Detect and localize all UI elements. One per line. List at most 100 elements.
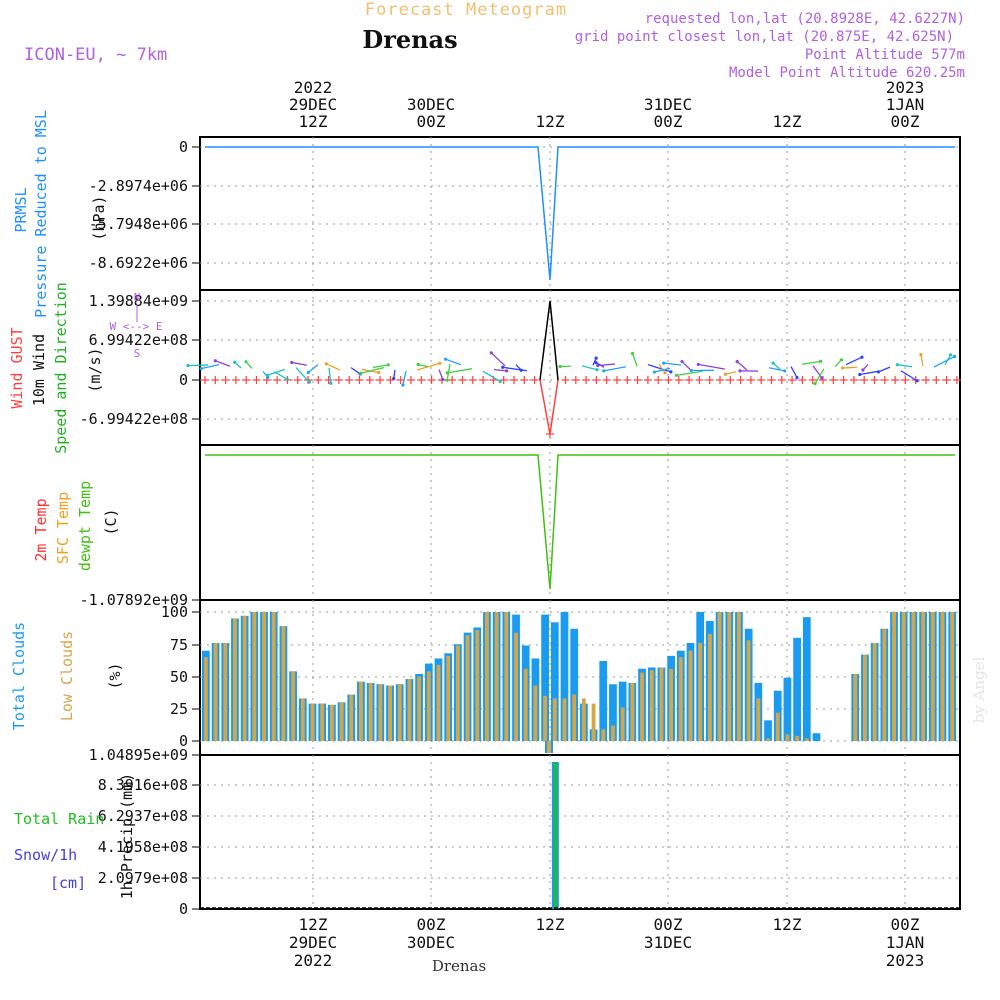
prmsl-line: [205, 146, 955, 281]
snow-unit-label: [cm]: [50, 874, 86, 892]
total-cloud-bar: [802, 617, 811, 741]
wind-arrow-head: [819, 359, 823, 363]
gust-marker: [695, 376, 704, 384]
low-cloud-bar: [320, 703, 325, 741]
wind-arrow: [897, 364, 913, 368]
temp-side-labels: 2m Temp SFC Temp dewpt Temp (C): [32, 481, 120, 571]
gust-marker: [458, 376, 467, 384]
temp-unit: (C): [102, 508, 120, 535]
low-cloud-bar: [649, 670, 654, 741]
dewpt-line: [205, 454, 955, 590]
low-cloud-bar: [572, 694, 577, 741]
wind-unit: (m/s): [86, 347, 104, 392]
footer-location: Drenas: [432, 957, 486, 975]
low-cloud-bar: [911, 612, 916, 741]
gust-marker: [726, 376, 735, 384]
wind-arrow-head: [795, 376, 799, 380]
wind-arrow-head: [501, 365, 505, 369]
wind-arrow: [325, 363, 341, 371]
gust-marker: [407, 376, 415, 384]
point-altitude: Point Altitude 577m: [805, 47, 965, 63]
wind-arrow-head: [186, 364, 190, 368]
wind-arrow-head: [735, 360, 739, 364]
low-cloud-bar: [620, 707, 625, 741]
sfc-temp-label: SFC Temp: [54, 492, 72, 564]
wind-arrow-head: [771, 361, 775, 365]
low-cloud-bar: [901, 612, 906, 741]
chart-title: Forecast Meteogram: [365, 0, 567, 20]
snow-label: Snow/1h: [14, 846, 77, 864]
wind-arrow: [658, 363, 666, 374]
top-time-label: 00Z: [654, 112, 683, 131]
cloud-side-labels: Total Clouds Low Clouds (%): [10, 622, 124, 730]
wind-arrow-head: [594, 360, 598, 364]
bottom-date-label: 29DEC: [289, 933, 337, 952]
wind-arrow-head: [861, 368, 865, 372]
gust-marker: [716, 376, 724, 384]
low-cloud-bar: [892, 612, 896, 741]
gust-marker: [633, 376, 642, 384]
top-time-label: 12Z: [536, 112, 565, 131]
gust-marker: [870, 376, 879, 384]
wind-arrow-head: [266, 373, 270, 377]
wind-arrow-head: [738, 369, 742, 373]
wind-arrow-head: [359, 371, 363, 375]
wind-arrow: [814, 368, 825, 384]
gust-marker: [901, 376, 910, 384]
wind-arrow: [581, 365, 598, 371]
wind-arrow: [944, 354, 952, 366]
gust-marker: [571, 376, 580, 384]
bottom-date-label: 31DEC: [644, 933, 692, 952]
total-cloud-bar: [599, 661, 608, 741]
gust-marker: [922, 376, 930, 384]
precip-ytick-label: 6.2937e+08: [98, 807, 188, 825]
wind-arrow: [597, 363, 616, 367]
wind-arrow: [267, 368, 286, 376]
low-cloud-bar: [252, 612, 257, 741]
gust-marker: [880, 376, 889, 384]
wind10m-spike: [539, 300, 559, 381]
bottom-time-label: 00Z: [654, 915, 683, 934]
gust-marker: [757, 376, 766, 384]
gust-marker: [788, 376, 797, 384]
gust-marker: [839, 376, 848, 384]
wind-arrow: [790, 366, 798, 378]
low-cloud-bar: [698, 642, 703, 741]
low-cloud-bar: [426, 671, 431, 741]
pressure-side-labels: PRMSL Pressure Reduced to MSL (hPa): [12, 110, 108, 318]
wind-ytick-label: 0: [179, 371, 188, 389]
wind-ytick-label: -6.99422e+08: [80, 410, 188, 428]
wind-arrow: [768, 367, 785, 372]
wind-arrow: [295, 367, 310, 383]
clouds-ytick-label: 100: [161, 603, 188, 621]
wind-arrow-head: [213, 359, 217, 363]
low-cloud-bar: [455, 645, 460, 741]
wind-arrow-head: [285, 377, 289, 381]
cloud-bars: [202, 612, 957, 753]
low-cloud-bar: [543, 695, 548, 741]
panel-temp: -1.07892e+09: [80, 444, 961, 609]
wind-arrow: [438, 369, 444, 380]
wind-arrow-head: [895, 363, 899, 367]
low-cloud-bar: [591, 703, 596, 741]
wind-arrow: [663, 362, 682, 366]
low-cloud-bar: [785, 734, 790, 741]
low-cloud-bar: [601, 729, 606, 741]
requested-coords: requested lon,lat (20.8928E, 42.6227N): [645, 11, 965, 27]
pressure-unit: (hPa): [90, 195, 108, 240]
wind-arrow-head: [952, 354, 957, 359]
gust-marker: [211, 376, 220, 384]
total-cloud-bar: [560, 612, 569, 741]
wind-arrow-head: [505, 369, 509, 373]
total-cloud-bar: [570, 628, 579, 741]
wind-arrow: [215, 360, 231, 367]
wind-arrow-head: [416, 362, 420, 367]
low-cloud-bar: [329, 704, 334, 741]
wind-arrow-head: [596, 363, 600, 368]
wind-arrow: [842, 366, 858, 369]
wind-arrow: [350, 367, 361, 375]
model-altitude: Model Point Altitude 620.25m: [729, 65, 965, 81]
wind-arrow-head: [558, 364, 562, 369]
pressure-ytick-label: -2.8974e+06: [89, 177, 188, 195]
